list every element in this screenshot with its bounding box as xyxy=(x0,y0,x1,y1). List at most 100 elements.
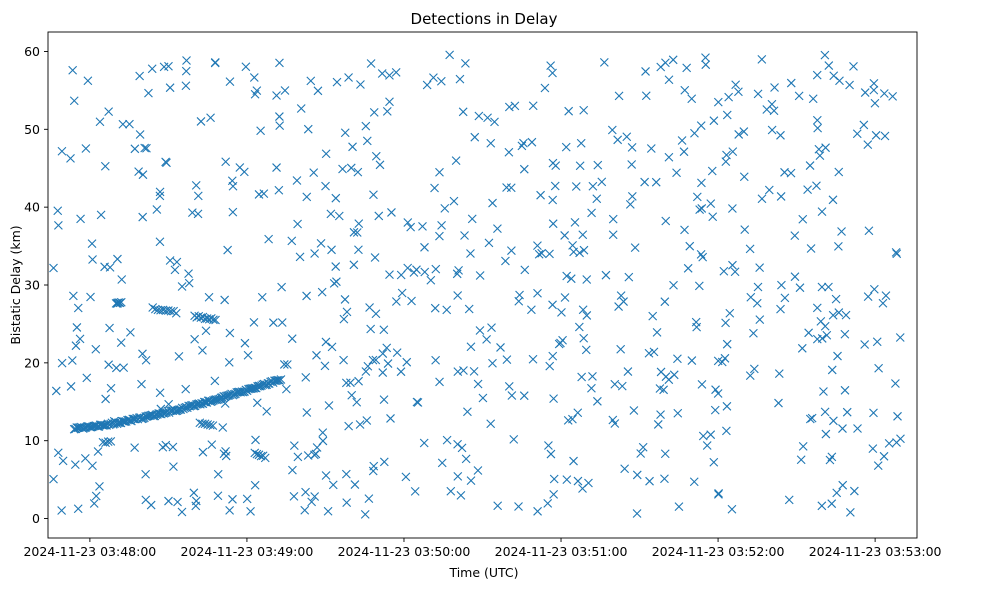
scatter-point xyxy=(674,502,684,512)
scatter-point xyxy=(375,160,385,170)
scatter-point xyxy=(486,419,496,429)
scatter-point xyxy=(412,397,422,407)
scatter-point xyxy=(461,454,471,464)
scatter-point xyxy=(49,263,58,273)
scatter-point xyxy=(776,304,785,314)
scatter-point xyxy=(138,349,147,359)
scatter-point xyxy=(629,406,639,415)
scatter-point xyxy=(80,454,90,463)
scatter-point xyxy=(187,208,197,218)
scatter-point xyxy=(155,237,165,247)
scatter-point xyxy=(66,382,76,391)
scatter-point xyxy=(117,275,127,284)
track-point xyxy=(250,448,260,458)
scatter-point xyxy=(566,274,576,284)
scatter-point xyxy=(130,443,140,452)
scatter-point xyxy=(537,248,547,258)
scatter-point xyxy=(482,334,491,344)
scatter-point xyxy=(467,214,477,224)
scatter-point xyxy=(332,77,342,87)
scatter-point xyxy=(695,205,705,214)
scatter-point xyxy=(95,117,105,127)
scatter-point xyxy=(220,295,230,305)
scatter-point xyxy=(321,149,331,159)
scatter-point xyxy=(587,208,596,218)
scatter-point xyxy=(739,127,749,136)
scatter-point xyxy=(692,322,702,332)
scatter-point xyxy=(169,462,178,471)
scatter-point xyxy=(213,469,223,479)
scatter-point xyxy=(360,510,370,519)
scatter-point xyxy=(225,77,235,87)
scatter-point xyxy=(449,196,459,206)
scatter-point xyxy=(713,389,723,398)
scatter-point xyxy=(687,356,697,365)
scatter-point xyxy=(888,91,898,101)
scatter-point xyxy=(181,81,191,91)
scatter-point xyxy=(829,416,838,426)
scatter-point xyxy=(68,291,78,301)
scatter-point xyxy=(722,426,731,436)
scatter-point xyxy=(451,156,461,166)
scatter-point xyxy=(440,203,450,213)
scatter-point xyxy=(369,108,379,117)
scatter-point xyxy=(560,231,570,240)
scatter-point xyxy=(571,182,581,191)
scatter-point xyxy=(191,496,201,506)
scatter-point xyxy=(696,249,706,259)
scatter-point xyxy=(371,309,381,319)
track-point xyxy=(208,421,218,430)
scatter-point xyxy=(721,318,730,328)
scatter-point xyxy=(795,283,805,293)
scatter-point xyxy=(407,296,416,306)
scatter-point xyxy=(820,407,830,417)
scatter-point xyxy=(734,130,744,139)
scatter-point xyxy=(104,107,114,117)
scatter-point xyxy=(588,181,598,191)
scatter-point xyxy=(272,163,281,172)
scatter-point xyxy=(837,227,846,236)
scatter-point xyxy=(368,355,378,365)
scatter-point xyxy=(504,102,514,112)
scatter-point xyxy=(420,242,429,252)
x-axis-label: Time (UTC) xyxy=(448,565,518,580)
scatter-point xyxy=(490,117,499,127)
scatter-point xyxy=(350,480,360,489)
scatter-point xyxy=(287,334,297,344)
scatter-point xyxy=(130,144,140,154)
scatter-point xyxy=(141,469,151,479)
scatter-point xyxy=(142,143,151,153)
scatter-point xyxy=(582,275,592,284)
scatter-point xyxy=(548,219,558,229)
scatter-point xyxy=(835,76,844,86)
scatter-point xyxy=(554,339,564,349)
scatter-point xyxy=(796,455,806,465)
scatter-point xyxy=(683,263,693,273)
scatter-point xyxy=(534,249,544,259)
track-point xyxy=(111,298,121,308)
scatter-point xyxy=(362,136,372,146)
scatter-point xyxy=(614,91,624,101)
scatter-point xyxy=(191,181,201,190)
scatter-point xyxy=(210,57,220,67)
track-point xyxy=(247,384,257,393)
scatter-point xyxy=(396,367,406,377)
scatter-point xyxy=(722,339,732,349)
scatter-point xyxy=(879,89,889,98)
scatter-point xyxy=(73,504,83,514)
scatter-point xyxy=(755,263,765,273)
scatter-point xyxy=(824,282,833,292)
scatter-point xyxy=(72,323,82,332)
scatter-point xyxy=(111,363,121,373)
scatter-point xyxy=(302,291,311,301)
scatter-point xyxy=(344,421,354,431)
scatter-point xyxy=(242,494,252,504)
scatter-point xyxy=(326,209,336,219)
scatter-point xyxy=(767,125,777,135)
scatter-point xyxy=(803,185,812,195)
x-tick-label: 2024-11-23 03:51:00 xyxy=(495,544,628,559)
scatter-point xyxy=(58,456,68,466)
scatter-point xyxy=(177,507,187,517)
scatter-point xyxy=(734,87,743,97)
scatter-point xyxy=(193,191,203,201)
